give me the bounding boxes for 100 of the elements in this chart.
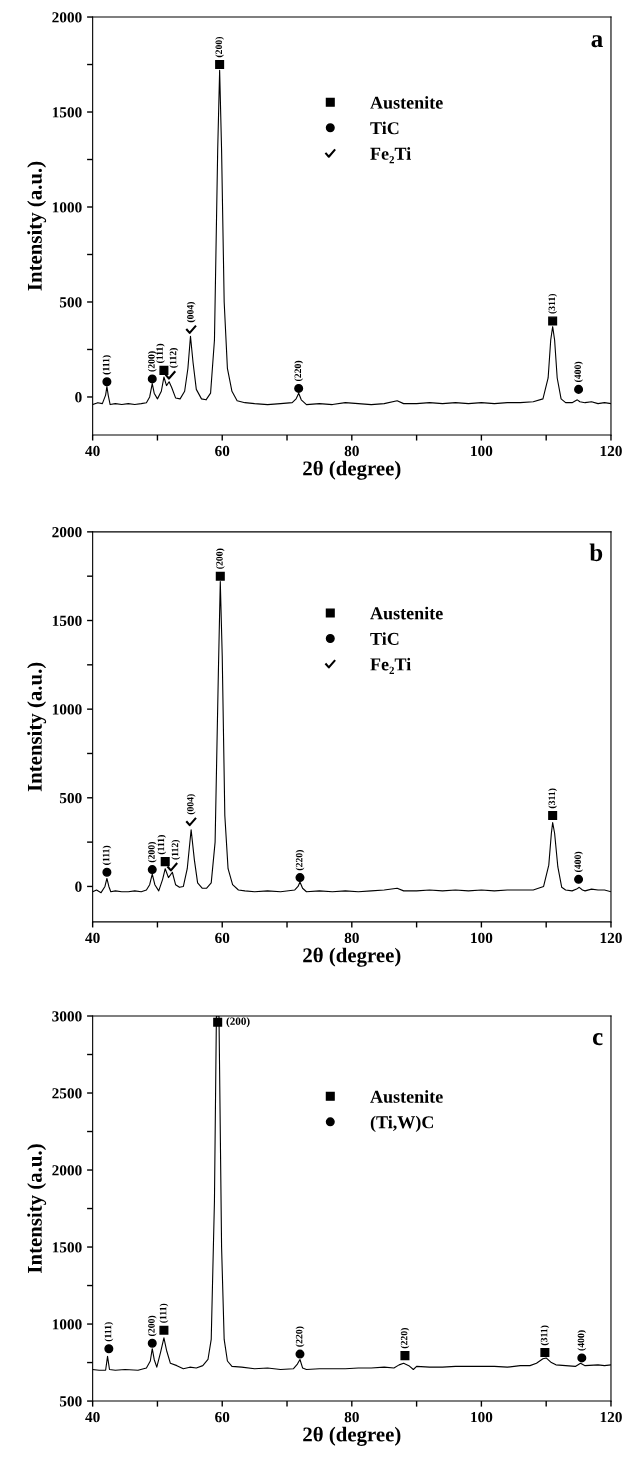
x-tick-label: 120 <box>600 1411 622 1423</box>
x-tick-label: 40 <box>85 932 100 944</box>
point <box>574 384 584 394</box>
annotation: (112) <box>169 348 179 368</box>
annotation: (111) <box>157 835 167 855</box>
annotation: (111) <box>104 1322 114 1342</box>
annotation: (111) <box>102 355 112 375</box>
point <box>147 1338 157 1348</box>
x-axis-title: 2θ (degree) <box>303 1426 401 1446</box>
point <box>215 60 225 70</box>
point <box>400 1351 410 1361</box>
point <box>213 1017 223 1027</box>
annotation: (220) <box>295 1326 305 1347</box>
x-tick-label: 80 <box>344 445 359 457</box>
point <box>577 1353 587 1363</box>
point <box>160 857 170 867</box>
annotation: (220) <box>294 360 304 382</box>
point <box>102 867 112 877</box>
y-tick-label: 500 <box>59 1396 82 1407</box>
point <box>294 383 304 393</box>
point <box>548 316 558 326</box>
x-axis-title: 2θ (degree) <box>303 460 401 480</box>
annotation: (200) <box>226 1017 250 1028</box>
annotation: (111) <box>156 343 165 364</box>
annotation: (200) <box>215 36 225 58</box>
point <box>215 571 225 581</box>
x-tick-label: 100 <box>471 932 493 944</box>
x-tick-label: 120 <box>600 445 622 457</box>
annotation: (200) <box>147 842 157 863</box>
y-axis-title: Intensity (a.u.) <box>27 161 47 291</box>
point <box>147 374 157 384</box>
y-tick-label: 2000 <box>52 12 82 23</box>
annotation: (220) <box>400 1328 410 1349</box>
legend-label: Fe₂Ti <box>370 657 411 674</box>
y-tick-label: 2500 <box>52 1088 82 1099</box>
y-tick-label: 1000 <box>52 704 82 715</box>
x-tick-label: 120 <box>600 932 622 944</box>
legend-label: (Ti,W)C <box>370 1115 434 1133</box>
annotation: (311) <box>548 293 558 314</box>
legend-label: Austenite <box>370 1090 443 1103</box>
y-tick-label: 1000 <box>52 202 82 213</box>
point <box>185 816 198 827</box>
y-tick-label: 2000 <box>52 527 82 538</box>
point <box>185 324 198 334</box>
point <box>104 1344 114 1354</box>
annotation: (200) <box>215 548 225 569</box>
y-tick-label: 2000 <box>52 1165 82 1176</box>
annotation: (004) <box>186 794 196 815</box>
x-tick-label: 40 <box>85 445 100 457</box>
point <box>102 377 112 387</box>
y-tick-label: 0 <box>75 392 82 403</box>
x-tick-label: 80 <box>344 932 359 944</box>
y-tick-label: 1500 <box>52 107 82 118</box>
annotation: (200) <box>147 351 157 372</box>
x-tick-label: 60 <box>215 445 230 457</box>
point <box>574 874 584 884</box>
annotation: (400) <box>574 361 583 382</box>
y-tick-label: 500 <box>59 297 82 308</box>
y-tick-label: 500 <box>59 792 82 804</box>
point <box>295 873 305 883</box>
point <box>159 1325 169 1335</box>
annotation: (112) <box>171 839 181 860</box>
point <box>295 1349 305 1359</box>
legend-label: TiC <box>370 632 399 645</box>
x-tick-label: 100 <box>471 445 493 457</box>
annotation: (220) <box>295 850 305 871</box>
annotation: a <box>591 35 603 48</box>
annotation: (004) <box>186 301 196 323</box>
legend-label: Fe₂Ti <box>370 147 411 164</box>
y-axis-title: Intensity (a.u.) <box>27 662 47 792</box>
annotation: (400) <box>577 1330 587 1351</box>
annotation: c <box>592 1033 603 1046</box>
annotation: b <box>589 543 603 562</box>
point <box>147 865 157 875</box>
y-tick-label: 1500 <box>52 615 82 626</box>
point <box>164 370 177 380</box>
point <box>159 365 169 375</box>
legend-label: Austenite <box>370 606 443 620</box>
annotation: (400) <box>574 851 583 872</box>
legend-label: TiC <box>370 121 399 135</box>
annotation: (311) <box>548 788 558 809</box>
y-tick-label: 0 <box>75 881 82 892</box>
point <box>540 1348 550 1358</box>
legend-label: Austenite <box>370 96 443 109</box>
annotation: (111) <box>159 1303 169 1323</box>
y-tick-label: 3000 <box>52 1011 82 1022</box>
y-tick-label: 1000 <box>52 1319 82 1330</box>
annotation: (111) <box>102 845 112 865</box>
x-tick-label: 60 <box>215 932 230 944</box>
x-axis-title: 2θ (degree) <box>303 947 401 967</box>
y-tick-label: 1500 <box>52 1242 82 1253</box>
annotation: (200) <box>147 1315 157 1336</box>
annotation: (311) <box>540 1325 550 1346</box>
x-tick-label: 80 <box>344 1411 359 1423</box>
point <box>166 862 179 872</box>
x-tick-label: 60 <box>215 1411 230 1423</box>
point <box>548 811 558 821</box>
x-tick-label: 40 <box>85 1411 100 1423</box>
x-tick-label: 100 <box>471 1411 493 1423</box>
y-axis-title: Intensity (a.u.) <box>27 1144 47 1273</box>
